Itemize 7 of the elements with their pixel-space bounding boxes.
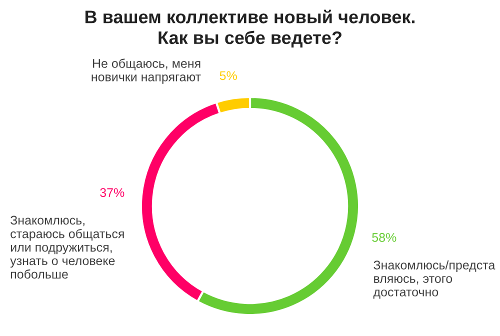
data-label: 5% — [220, 71, 237, 80]
chart-title: В вашем коллективе новый человек. Как вы себе ведете? — [85, 10, 414, 48]
slice-label: Знакомлюсь, стараюсь общаться или подружиться, узнать о человеке побольше — [10, 216, 124, 279]
data-label: 37% — [100, 188, 124, 198]
data-label: 58% — [372, 233, 396, 242]
slice-label: Не общаюсь, меня новички напрягают — [92, 58, 201, 84]
slice-label: Знакомлюсь/предста вляюсь, этого достаточно — [373, 260, 496, 299]
